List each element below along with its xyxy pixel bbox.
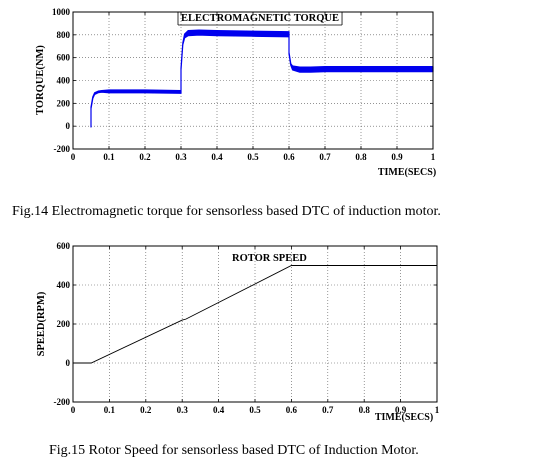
x-tick-label: 0 [71,405,76,415]
x-tick-label: 0.6 [286,405,298,415]
x-tick-label: 0 [71,152,76,162]
x-tick-label: 0.3 [177,405,189,415]
x-tick-label: 0.8 [359,405,371,415]
y-tick-label: 600 [57,53,71,63]
x-tick-label: 0.9 [395,405,407,415]
y-tick-label: 0 [66,358,71,368]
y-axis-label: SPEED(RPM) [36,291,47,356]
x-tick-label: 0.8 [355,152,367,162]
y-tick-label: 200 [57,319,71,329]
x-tick-label: 0.2 [139,152,151,162]
speed-series-line [73,265,437,364]
y-tick-label: -200 [54,144,71,154]
figure-15-caption: Fig.15 Rotor Speed for sensorless based … [49,443,419,458]
x-axis-label: TIME(SECS) [378,167,436,178]
y-axis-label: TORQUE(NM) [35,45,46,115]
x-tick-label: 0.9 [391,152,403,162]
x-tick-label: 0.6 [283,152,295,162]
x-tick-label: 0.1 [103,152,115,162]
x-axis-label: TIME(SECS) [375,412,433,423]
x-tick-label: 0.3 [175,152,187,162]
y-tick-label: 400 [57,280,71,290]
torque-chart: 0 0.1 0.2 0.3 0.4 0.5 0.6 0.7 0.8 0.9 1-2000200400… [35,7,436,178]
x-tick-label: 0.4 [213,405,225,415]
y-tick-label: 200 [57,98,71,108]
torque-series-band [90,29,434,128]
x-tick-label: 0.7 [322,405,334,415]
x-tick-label: 0.4 [211,152,223,162]
y-tick-label: 0 [66,121,71,131]
figure-14-caption: Fig.14 Electromagnetic torque for sensor… [12,204,441,219]
y-tick-label: 800 [57,30,71,40]
x-tick-label: 0.7 [319,152,331,162]
x-tick-label: 0.2 [140,405,152,415]
y-tick-label: 400 [57,76,71,86]
y-tick-label: 1000 [52,7,71,17]
x-tick-label: 1 [431,152,436,162]
x-tick-label: 0.1 [104,405,116,415]
speed-chart: 0 0.1 0.2 0.3 0.4 0.5 0.6 0.7 0.8 0.9 1-2000200400… [36,241,440,423]
x-tick-label: 0.5 [249,405,261,415]
x-tick-label: 1 [435,405,440,415]
x-tick-label: 0.5 [247,152,259,162]
y-tick-label: 600 [57,241,71,251]
chart-title: ELECTROMAGNETIC TORQUE [181,13,339,24]
chart-title: ROTOR SPEED [232,253,307,264]
y-tick-label: -200 [54,397,71,407]
